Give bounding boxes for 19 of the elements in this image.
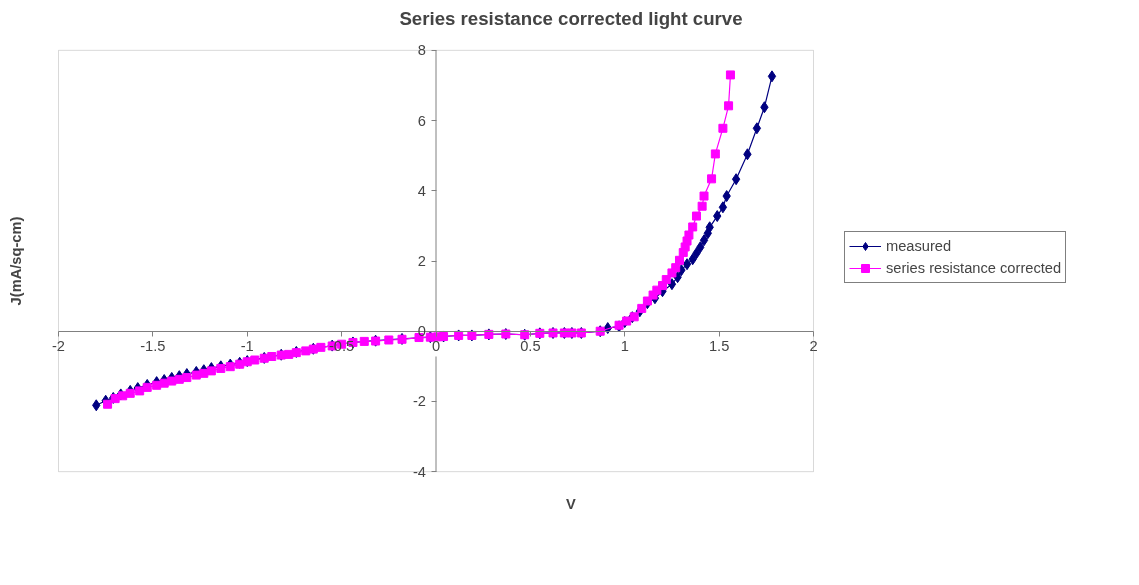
x-tick-label: -1.5 [140, 338, 166, 355]
x-tick-label: 1 [620, 338, 629, 355]
y-tick-label: -4 [412, 463, 427, 480]
y-axis-title: J(mA/sq-cm) [7, 216, 24, 306]
x-axis-title: V [566, 495, 577, 512]
x-tick-label: 0 [431, 338, 441, 355]
legend-label: measured [886, 238, 952, 254]
y-tick-label: -2 [412, 393, 427, 410]
y-tick-label: 8 [417, 42, 427, 59]
x-tick-label: 1.5 [708, 338, 730, 355]
x-tick-label: 0.5 [520, 338, 541, 355]
chart-title: Series resistance corrected light curve [399, 7, 743, 29]
x-tick-label: -1 [240, 338, 254, 355]
x-tick-label: -2 [51, 338, 66, 355]
y-tick-label: 6 [417, 112, 427, 129]
y-tick-label: 2 [417, 253, 427, 269]
x-tick-label: 2 [809, 338, 818, 355]
y-tick-label: 4 [417, 182, 427, 199]
legend-label: series resistance corrected [886, 260, 1062, 276]
